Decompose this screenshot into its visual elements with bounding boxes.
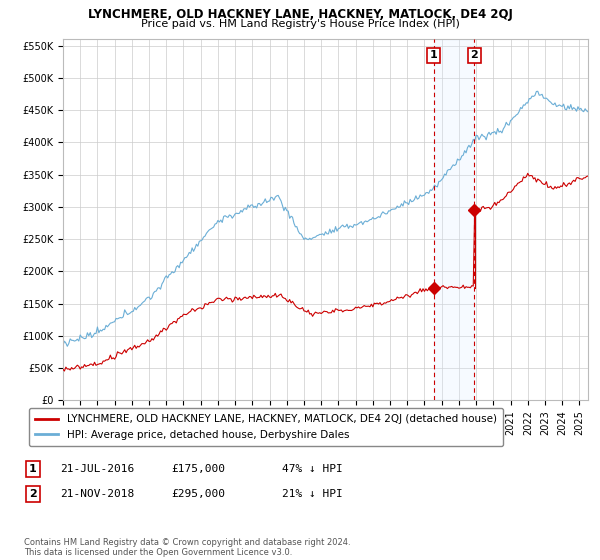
Text: 2: 2 xyxy=(470,50,478,60)
Text: LYNCHMERE, OLD HACKNEY LANE, HACKNEY, MATLOCK, DE4 2QJ: LYNCHMERE, OLD HACKNEY LANE, HACKNEY, MA… xyxy=(88,8,512,21)
Text: 1: 1 xyxy=(29,464,37,474)
Text: 21-JUL-2016: 21-JUL-2016 xyxy=(60,464,134,474)
Text: 47% ↓ HPI: 47% ↓ HPI xyxy=(282,464,343,474)
Text: 1: 1 xyxy=(430,50,437,60)
Legend: LYNCHMERE, OLD HACKNEY LANE, HACKNEY, MATLOCK, DE4 2QJ (detached house), HPI: Av: LYNCHMERE, OLD HACKNEY LANE, HACKNEY, MA… xyxy=(29,408,503,446)
Text: £295,000: £295,000 xyxy=(171,489,225,499)
Text: Contains HM Land Registry data © Crown copyright and database right 2024.
This d: Contains HM Land Registry data © Crown c… xyxy=(24,538,350,557)
Text: Price paid vs. HM Land Registry's House Price Index (HPI): Price paid vs. HM Land Registry's House … xyxy=(140,19,460,29)
Bar xyxy=(434,39,475,400)
Text: 21% ↓ HPI: 21% ↓ HPI xyxy=(282,489,343,499)
Text: 2: 2 xyxy=(29,489,37,499)
Text: £175,000: £175,000 xyxy=(171,464,225,474)
Text: 21-NOV-2018: 21-NOV-2018 xyxy=(60,489,134,499)
